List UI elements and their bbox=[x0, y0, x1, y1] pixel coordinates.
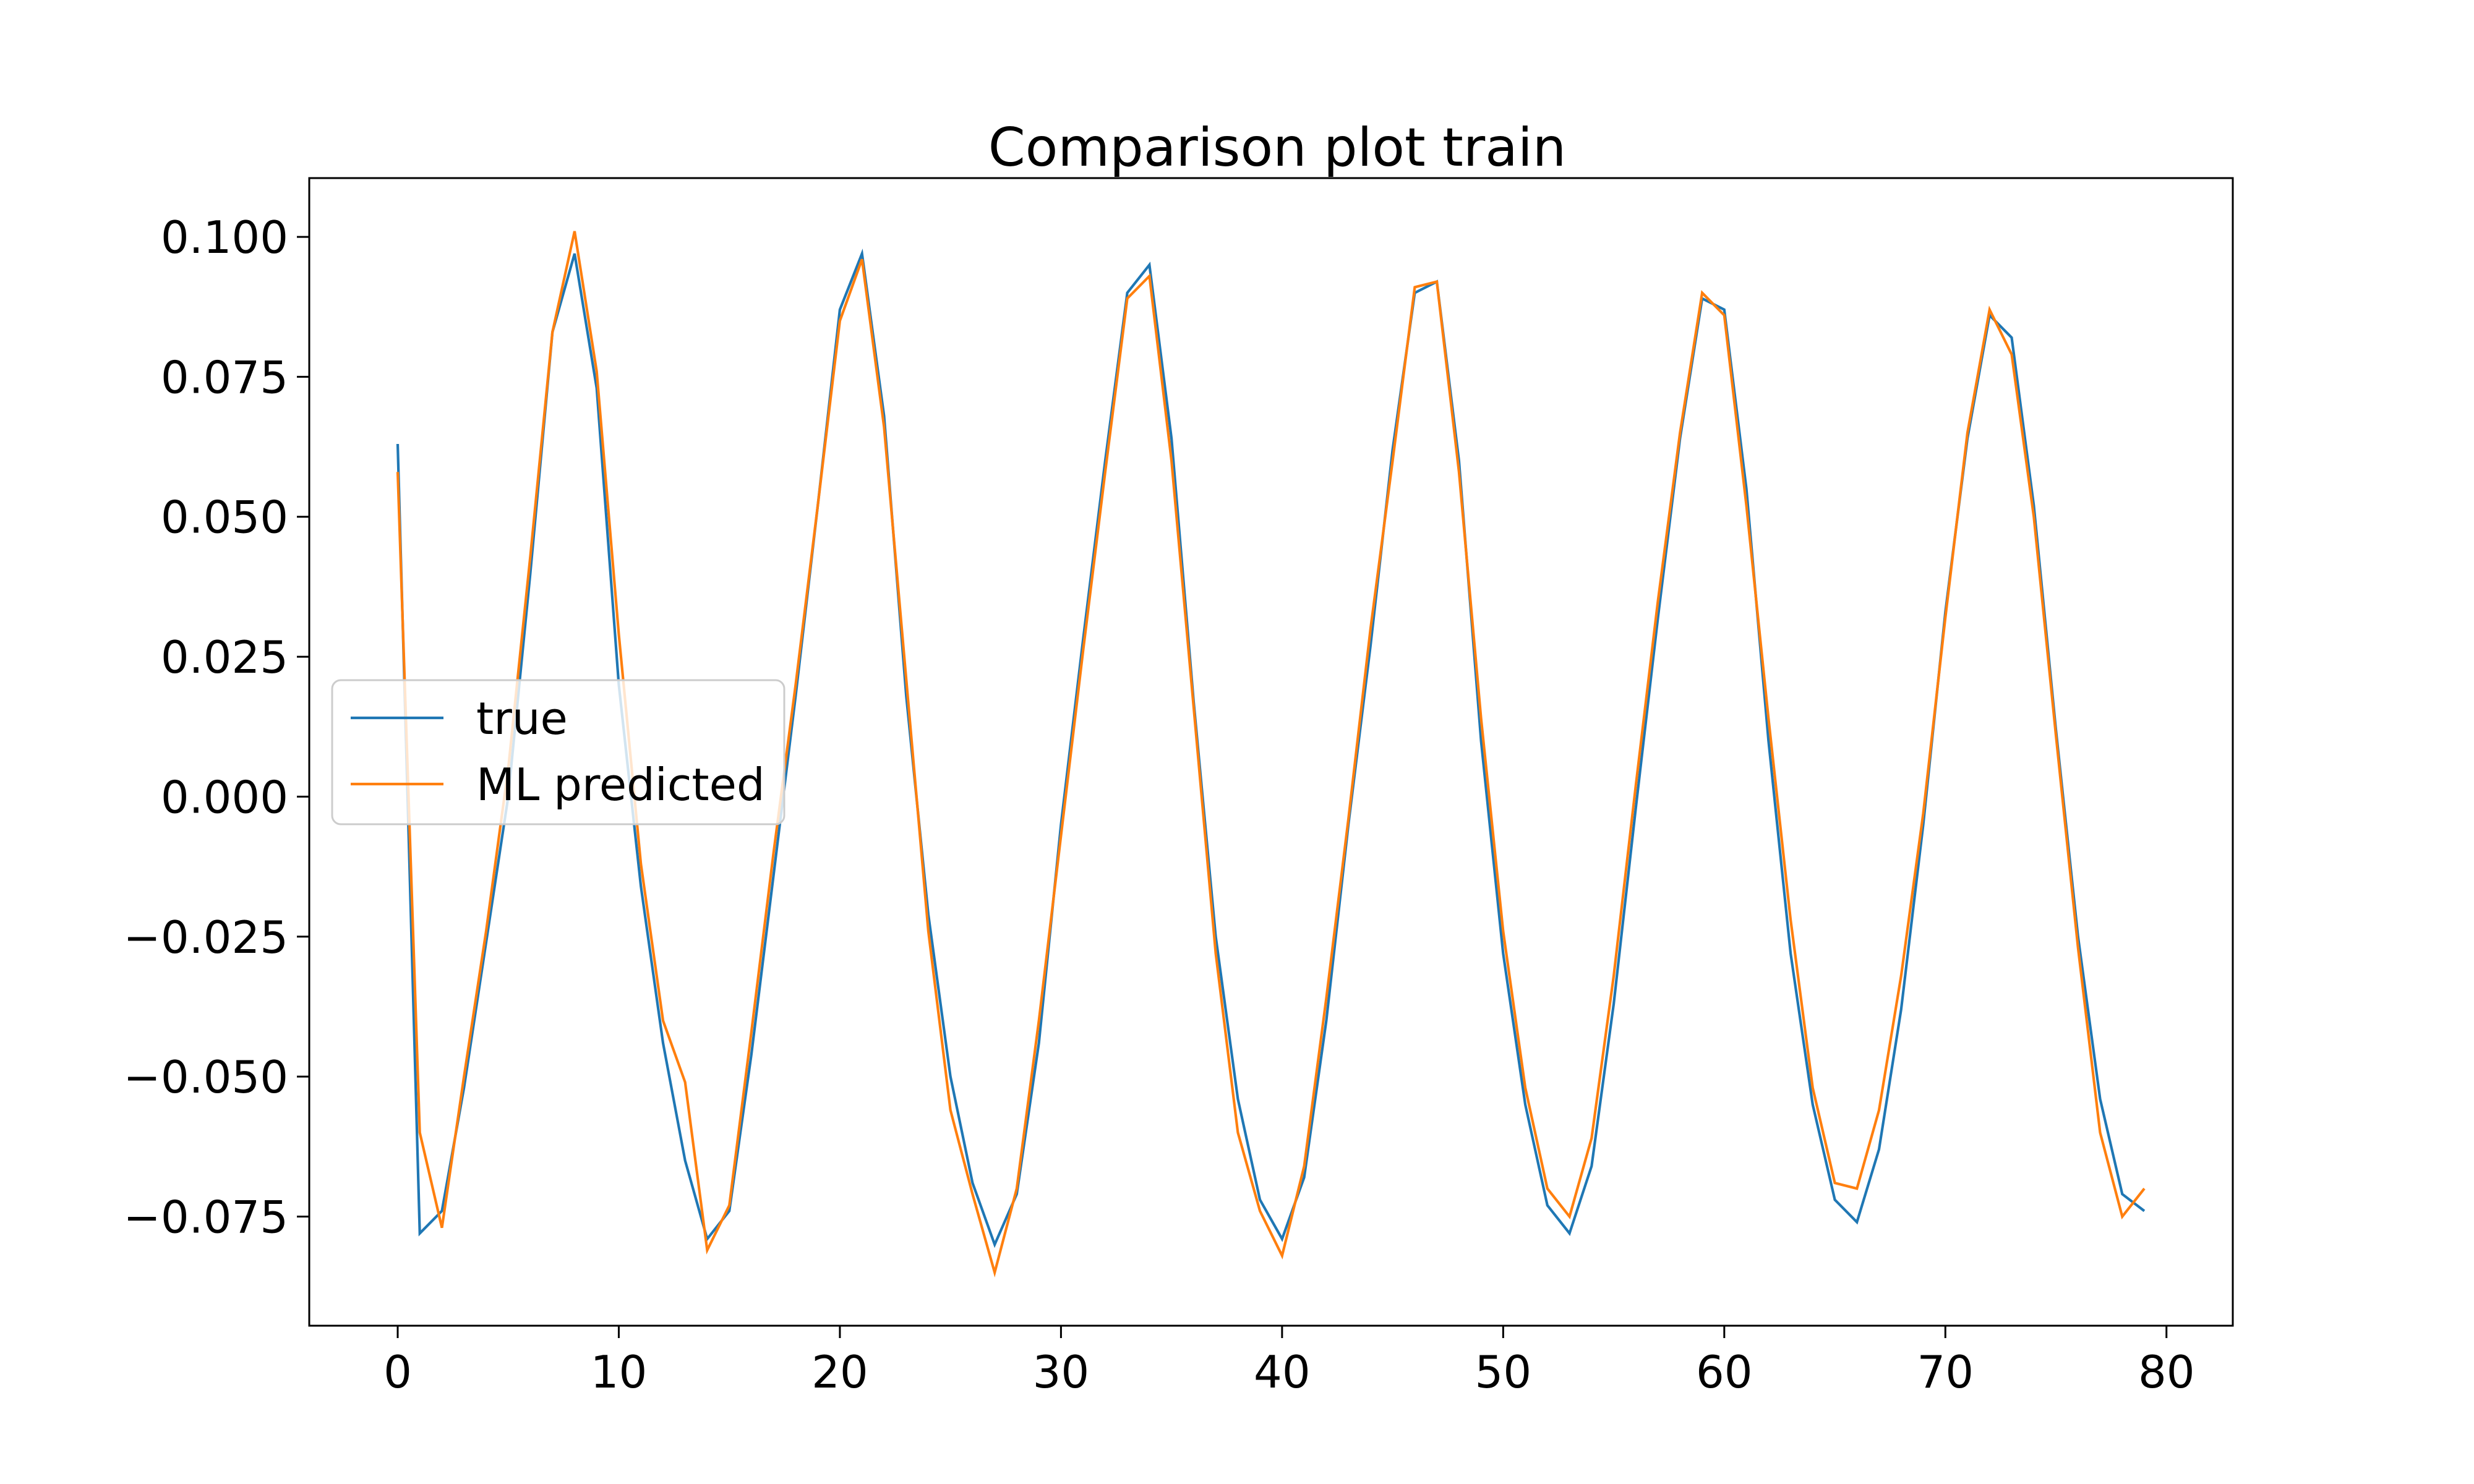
x-tick-label: 80 bbox=[2138, 1346, 2195, 1398]
y-tick-label: 0.050 bbox=[161, 492, 288, 544]
series-line-ml-predicted bbox=[396, 231, 2146, 1277]
x-tick-label: 30 bbox=[1033, 1346, 1090, 1398]
x-tick-label: 10 bbox=[591, 1346, 648, 1398]
series-line-true bbox=[396, 248, 2146, 1248]
y-tick-label: −0.050 bbox=[124, 1051, 288, 1103]
x-tick-label: 60 bbox=[1696, 1346, 1753, 1398]
x-tick-label: 50 bbox=[1475, 1346, 1532, 1398]
plot-frame bbox=[308, 177, 2234, 1327]
series-layer bbox=[396, 231, 2146, 1277]
y-tick-label: 0.075 bbox=[161, 351, 288, 403]
x-tick-label: 0 bbox=[383, 1346, 412, 1398]
x-tick-label: 40 bbox=[1254, 1346, 1311, 1398]
legend-label: ML predicted bbox=[476, 759, 765, 811]
y-tick-label: −0.025 bbox=[124, 911, 288, 963]
y-tick-label: −0.075 bbox=[124, 1191, 288, 1243]
y-tick-label: 0.100 bbox=[161, 211, 288, 263]
x-tick-label: 70 bbox=[1917, 1346, 1974, 1398]
y-axis: −0.075 −0.050 −0.025 0.000 0.025 0.050 0.075 0.… bbox=[124, 211, 309, 1243]
y-tick-label: 0.000 bbox=[161, 771, 288, 823]
chart-title: Comparison plot train bbox=[988, 117, 1567, 179]
x-tick-label: 20 bbox=[811, 1346, 868, 1398]
legend-label: true bbox=[476, 693, 568, 744]
legend-box bbox=[331, 679, 785, 825]
y-tick-label: 0.025 bbox=[161, 631, 288, 683]
legend: true ML predicted bbox=[331, 679, 785, 825]
x-axis: 0 10 20 30 40 50 60 70 80 bbox=[383, 1326, 2195, 1398]
